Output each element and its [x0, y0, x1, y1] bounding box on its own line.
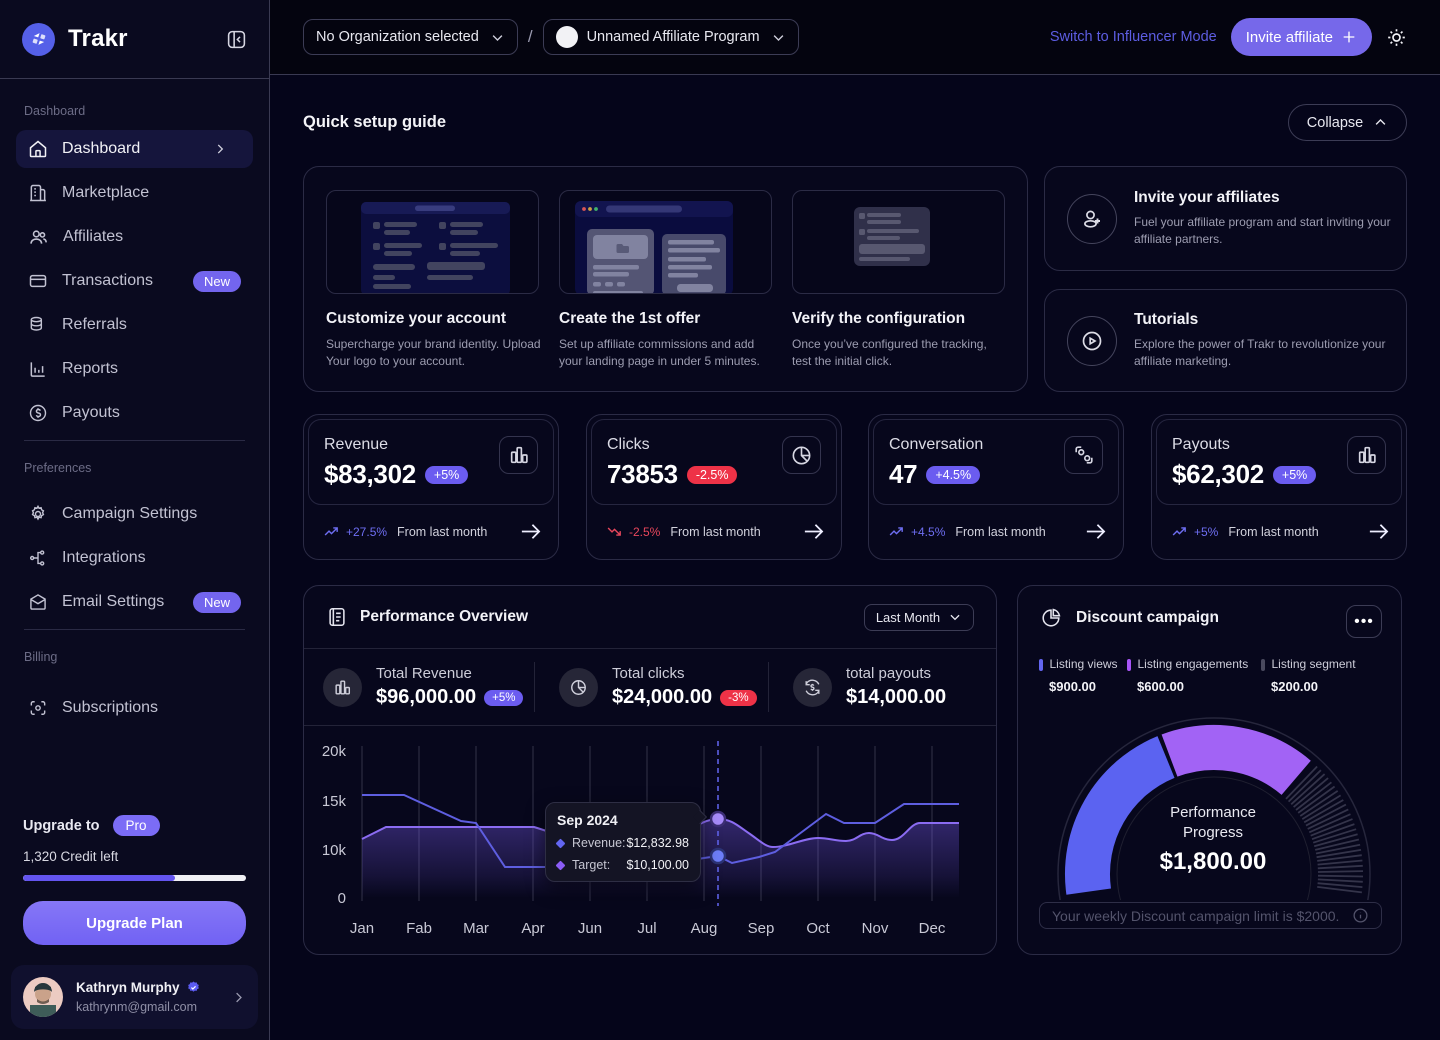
svg-text:Sep: Sep: [748, 920, 775, 937]
svg-text:Nov: Nov: [862, 920, 889, 937]
svg-text:Mar: Mar: [463, 920, 489, 937]
svg-text:Fab: Fab: [406, 920, 432, 937]
svg-text:Jul: Jul: [637, 920, 656, 937]
svg-text:0: 0: [338, 890, 346, 907]
svg-text:Apr: Apr: [521, 920, 544, 937]
svg-text:Jun: Jun: [578, 920, 602, 937]
svg-text:Aug: Aug: [691, 920, 718, 937]
svg-text:Dec: Dec: [919, 920, 946, 937]
svg-text:Oct: Oct: [806, 920, 830, 937]
svg-text:10k: 10k: [322, 842, 347, 859]
svg-text:Jan: Jan: [350, 920, 374, 937]
svg-text:20k: 20k: [322, 743, 347, 760]
svg-text:15k: 15k: [322, 793, 347, 810]
